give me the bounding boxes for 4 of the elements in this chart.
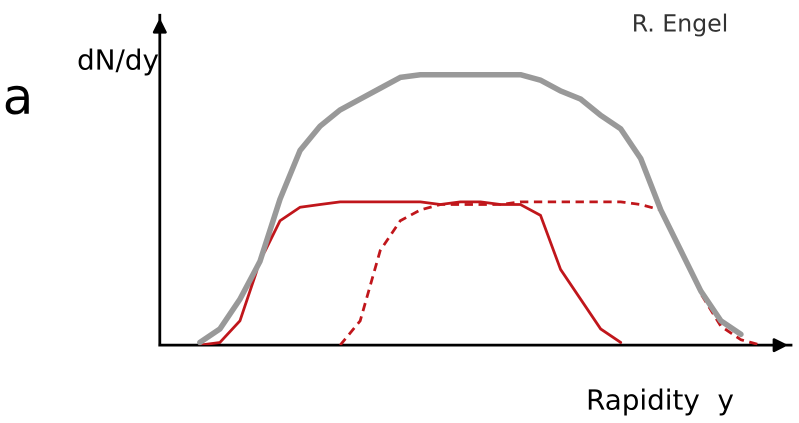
y-axis-title: dN/dy [78,48,158,76]
x-axis-title: Rapidity y [588,388,734,416]
text: R. Engel [634,14,726,36]
text: a [6,86,29,115]
